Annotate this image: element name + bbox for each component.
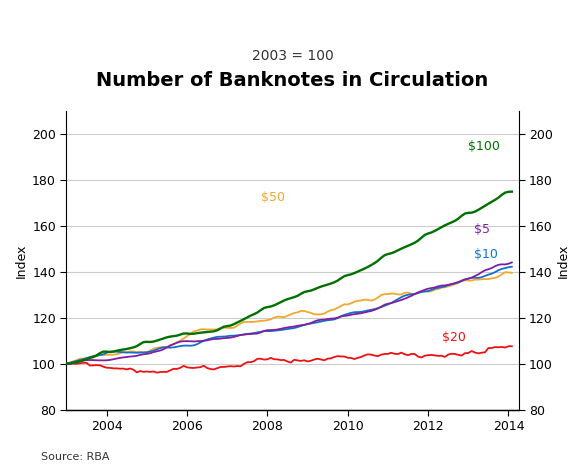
Text: $20: $20	[442, 331, 466, 344]
Text: $10: $10	[474, 248, 498, 261]
Text: 2003 = 100: 2003 = 100	[252, 49, 333, 63]
Y-axis label: Index: Index	[557, 243, 570, 278]
Text: $5: $5	[474, 223, 490, 236]
Y-axis label: Index: Index	[15, 243, 28, 278]
Text: $100: $100	[469, 140, 500, 153]
Title: Number of Banknotes in Circulation: Number of Banknotes in Circulation	[97, 71, 488, 90]
Text: Source: RBA: Source: RBA	[41, 452, 109, 462]
Text: $50: $50	[261, 191, 285, 204]
